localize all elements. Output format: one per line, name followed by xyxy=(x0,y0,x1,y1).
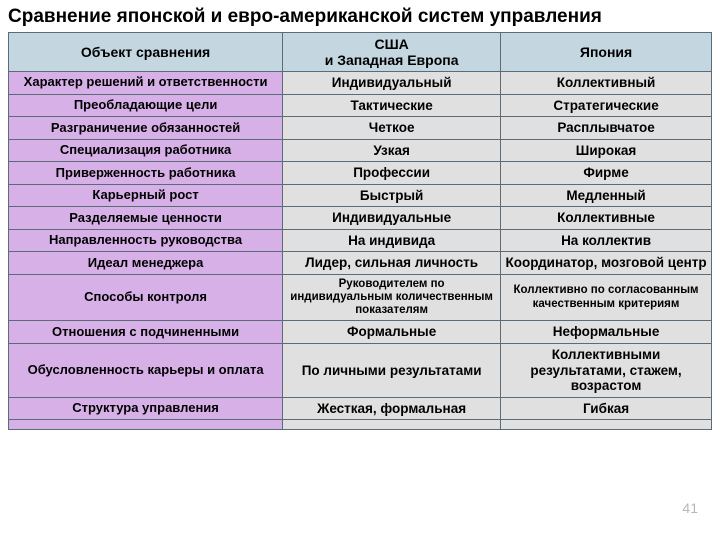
table-body: Характер решений и ответственностиИндиви… xyxy=(9,72,712,430)
row-label: Идеал менеджера xyxy=(9,252,283,275)
cell-west: Быстрый xyxy=(283,184,501,207)
cell-west: На индивида xyxy=(283,229,501,252)
table-row: Карьерный ростБыстрыйМедленный xyxy=(9,184,712,207)
cell-west: По личными результатами xyxy=(283,344,501,398)
cell-japan: Фирме xyxy=(501,162,712,185)
table-row: Способы контроляРуководителем по индивид… xyxy=(9,274,712,321)
table-row: Структура управленияЖесткая, формальнаяГ… xyxy=(9,397,712,420)
cell-japan: Стратегические xyxy=(501,94,712,117)
cell-japan: Коллективными результатами, стажем, возр… xyxy=(501,344,712,398)
table-header-row: Объект сравнения США и Западная Европа Я… xyxy=(9,33,712,72)
cell-west: Узкая xyxy=(283,139,501,162)
row-label: Обусловленность карьеры и оплата xyxy=(9,344,283,398)
col-header-west: США и Западная Европа xyxy=(283,33,501,72)
cell-japan: Коллективный xyxy=(501,72,712,95)
cell-west: Лидер, сильная личность xyxy=(283,252,501,275)
cell-japan: Коллективные xyxy=(501,207,712,230)
cell-japan: Координатор, мозговой центр xyxy=(501,252,712,275)
row-label: Специализация работника xyxy=(9,139,283,162)
cell-japan: Широкая xyxy=(501,139,712,162)
table-row-empty xyxy=(9,420,712,430)
cell-japan: Неформальные xyxy=(501,321,712,344)
table-row: Преобладающие целиТактическиеСтратегичес… xyxy=(9,94,712,117)
table-row: Приверженность работникаПрофессииФирме xyxy=(9,162,712,185)
cell-west: Руководителем по индивидуальным количест… xyxy=(283,274,501,321)
cell-west: Формальные xyxy=(283,321,501,344)
row-label: Разграничение обязанностей xyxy=(9,117,283,140)
col-header-object: Объект сравнения xyxy=(9,33,283,72)
row-label: Способы контроля xyxy=(9,274,283,321)
table-row: Направленность руководстваНа индивидаНа … xyxy=(9,229,712,252)
cell-japan: Расплывчатое xyxy=(501,117,712,140)
comparison-table: Объект сравнения США и Западная Европа Я… xyxy=(8,32,712,430)
cell-japan: Гибкая xyxy=(501,397,712,420)
cell-west: Профессии xyxy=(283,162,501,185)
row-label: Направленность руководства xyxy=(9,229,283,252)
table-row: Отношения с подчиненнымиФормальныеНеформ… xyxy=(9,321,712,344)
slide-title: Сравнение японской и евро-американской с… xyxy=(8,6,712,28)
cell-west: Жесткая, формальная xyxy=(283,397,501,420)
row-label: Характер решений и ответственности xyxy=(9,72,283,95)
cell-west: Индивидуальный xyxy=(283,72,501,95)
cell-west: Тактические xyxy=(283,94,501,117)
table-row: Обусловленность карьеры и оплатаПо личны… xyxy=(9,344,712,398)
col-header-japan: Япония xyxy=(501,33,712,72)
cell-west: Четкое xyxy=(283,117,501,140)
table-row: Специализация работникаУзкаяШирокая xyxy=(9,139,712,162)
row-label: Разделяемые ценности xyxy=(9,207,283,230)
page-number: 41 xyxy=(682,500,698,516)
slide: Сравнение японской и евро-американской с… xyxy=(0,0,720,540)
row-label: Структура управления xyxy=(9,397,283,420)
table-row: Разделяемые ценностиИндивидуальныеКоллек… xyxy=(9,207,712,230)
cell-west: Индивидуальные xyxy=(283,207,501,230)
row-label: Карьерный рост xyxy=(9,184,283,207)
cell-japan: На коллектив xyxy=(501,229,712,252)
cell-japan: Медленный xyxy=(501,184,712,207)
cell-japan: Коллективно по согласованным качественны… xyxy=(501,274,712,321)
row-label: Отношения с подчиненными xyxy=(9,321,283,344)
row-label: Преобладающие цели xyxy=(9,94,283,117)
table-row: Характер решений и ответственностиИндиви… xyxy=(9,72,712,95)
table-row: Разграничение обязанностейЧеткоеРасплывч… xyxy=(9,117,712,140)
row-label: Приверженность работника xyxy=(9,162,283,185)
table-row: Идеал менеджераЛидер, сильная личностьКо… xyxy=(9,252,712,275)
